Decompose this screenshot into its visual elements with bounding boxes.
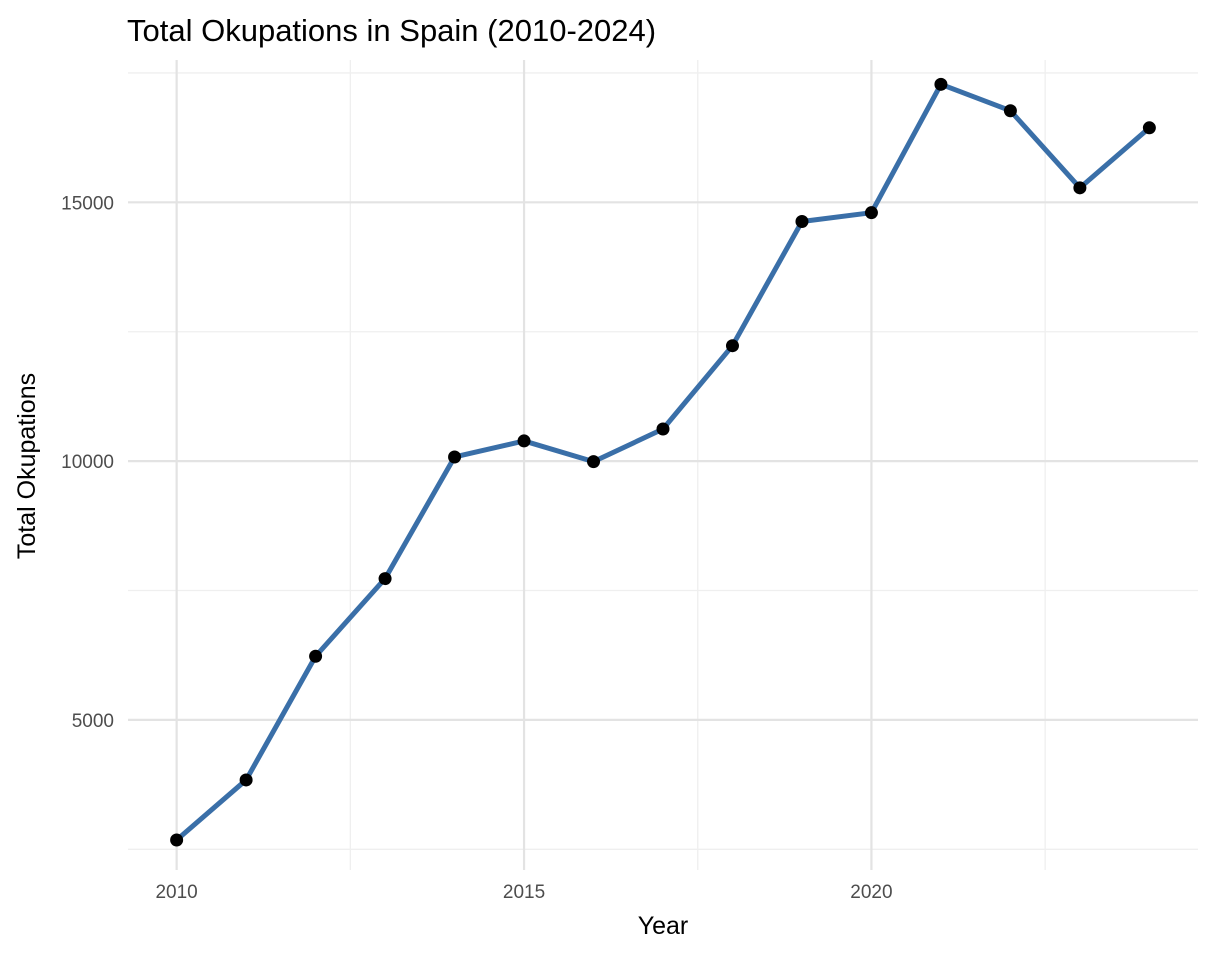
data-point [309, 649, 323, 663]
x-tick-label: 2015 [503, 882, 545, 903]
data-point [587, 455, 601, 469]
y-tick-label: 5000 [72, 711, 114, 732]
x-tick-label: 2010 [155, 882, 197, 903]
chart-title: Total Okupations in Spain (2010-2024) [127, 13, 656, 48]
y-tick-label: 10000 [61, 452, 114, 473]
data-point [864, 206, 878, 220]
y-tick-label: 15000 [61, 193, 114, 214]
data-point [795, 214, 809, 228]
data-point [1003, 104, 1017, 118]
series-layer [170, 77, 1156, 847]
x-tick-label: 2020 [850, 882, 892, 903]
data-point [448, 450, 462, 464]
y-tick-labels: 5000 10000 15000 [61, 193, 114, 732]
data-point [725, 339, 739, 353]
data-point [517, 434, 531, 448]
grid-lines [128, 60, 1198, 870]
y-axis-title: Total Okupations [13, 373, 41, 559]
data-point [1073, 181, 1087, 195]
data-point [934, 77, 948, 91]
data-point [1142, 121, 1156, 135]
x-tick-labels: 2010 2015 2020 [155, 882, 892, 903]
data-point [239, 773, 253, 787]
data-point [656, 422, 670, 436]
data-point [170, 833, 184, 847]
data-point [378, 572, 392, 586]
x-axis-title: Year [638, 912, 689, 940]
